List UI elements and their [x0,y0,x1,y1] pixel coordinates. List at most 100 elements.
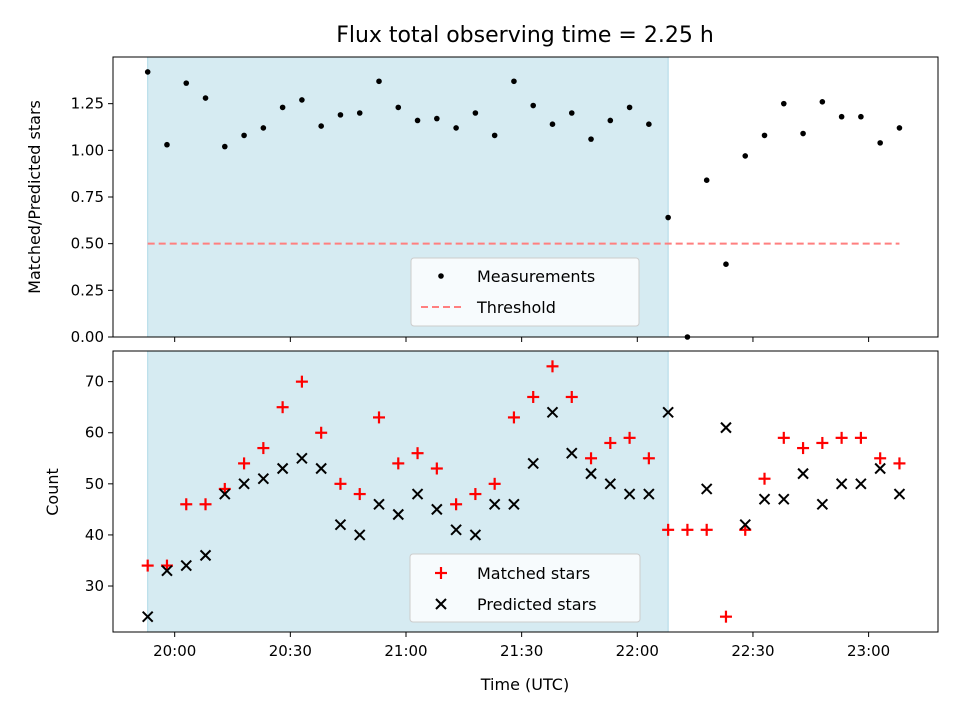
measurement-point [221,143,228,150]
predicted-star-point [527,457,539,470]
measurement-point [896,125,903,131]
predicted-star-point [238,478,250,490]
bottom-panel: 30 40 50 60 70 20:00 20:30 21:00 21:30 22:00 22:3… [43,350,939,694]
matched-star-point [585,452,598,465]
measurement-point [202,95,209,101]
matched-star-point [642,452,655,465]
predicted-star-point [354,529,366,541]
matched-star-point [681,523,694,536]
predicted-star-point [662,406,674,419]
x-tick-label: 20:00 [153,642,196,660]
top-panel: 0.00 0.25 0.50 0.75 1.00 1.25 Matched/Predict… [25,56,939,346]
x-tick-label: 21:00 [384,642,427,660]
predicted-star-point [141,610,154,623]
predicted-star-point [893,488,906,500]
matched-star-point [816,436,829,449]
bottom-axes-frame [112,350,939,633]
matched-star-point [373,411,386,424]
predicted-star-point [855,478,867,490]
measurement-point [356,110,363,116]
y-tick-label: 0.75 [71,188,104,206]
measurement-point [858,113,864,120]
measurement-point [665,214,671,221]
matched-star-point [758,472,771,485]
predicted-star-point [296,452,308,464]
legend-marker-matched [435,567,447,579]
matched-star-point [835,431,848,444]
legend-label-matched: Matched stars [477,564,590,583]
matched-star-point [257,442,270,455]
matched-star-point [430,462,443,475]
predicted-star-point [373,498,385,510]
x-tick-label: 23:00 [847,642,890,660]
legend-marker-measurements [438,273,444,279]
y-tick-label: 40 [85,526,104,544]
matched-star-point [411,447,424,460]
bottom-legend: Matched stars Predicted stars [409,553,641,623]
predicted-star-point [700,483,713,495]
predicted-star-point [219,488,231,500]
measurement-point [761,132,768,139]
y-tick-label: 1.00 [71,141,104,159]
measurement-point [607,117,614,124]
measurement-point [530,102,537,109]
top-legend: Measurements Threshold [410,257,640,327]
matched-star-point [546,360,559,373]
y-tick-label: 0.00 [71,328,104,346]
predicted-star-point [739,519,751,531]
bottom-y-ticks: 30 40 50 60 70 [85,373,113,595]
x-axis-label: Time (UTC) [480,675,569,694]
y-tick-label: 60 [85,424,104,442]
predicted-star-point [778,493,790,505]
matched-star-point [623,431,636,444]
matched-star-point [469,488,482,501]
matched-star-point [488,477,501,490]
matched-star-point [276,401,289,414]
legend-marker-predicted [435,598,447,610]
x-tick-label: 22:30 [731,642,774,660]
matched-star-point [874,452,887,465]
predicted-star-point [392,508,404,521]
matched-star-point [180,498,193,511]
matched-star-point [565,390,578,403]
measurement-point [800,130,806,137]
matched-star-point [527,390,540,403]
matched-star-point [450,498,463,511]
measurement-point [646,121,652,127]
predicted-star-point [431,503,443,516]
bottom-y-axis-label: Count [43,468,62,516]
measurement-point [318,123,324,129]
top-plot-marks [144,56,903,340]
matched-star-point [392,457,405,470]
predicted-star-point [508,498,520,510]
matched-star-point [893,457,906,470]
matched-star-point [854,431,867,444]
matched-star-point [719,610,732,623]
bottom-plot-marks [141,350,906,633]
y-tick-label: 0.25 [71,281,104,299]
measurement-point [241,132,247,139]
measurement-point [877,140,883,146]
measurement-point [568,110,575,116]
predicted-star-point [180,559,192,572]
matched-star-point [507,411,520,424]
measurement-point [703,177,710,183]
legend-label-measurements: Measurements [477,267,595,286]
predicted-star-point [623,488,636,500]
bottom-legend-box [409,553,641,623]
predicted-star-point [257,473,270,485]
predicted-star-point [816,498,829,510]
predicted-star-point [604,478,617,490]
measurement-point [414,117,421,124]
matched-star-point [797,442,810,455]
top-x-ticks [174,337,870,342]
legend-label-threshold: Threshold [476,298,556,317]
matched-star-point [604,436,617,449]
x-tick-label: 20:30 [269,642,312,660]
predicted-star-point [546,406,559,419]
matched-star-point [353,488,366,501]
measurement-point [376,78,382,85]
top-y-axis-label: Matched/Predicted stars [25,100,44,294]
measurement-point [395,104,402,111]
measurement-point [723,261,729,268]
